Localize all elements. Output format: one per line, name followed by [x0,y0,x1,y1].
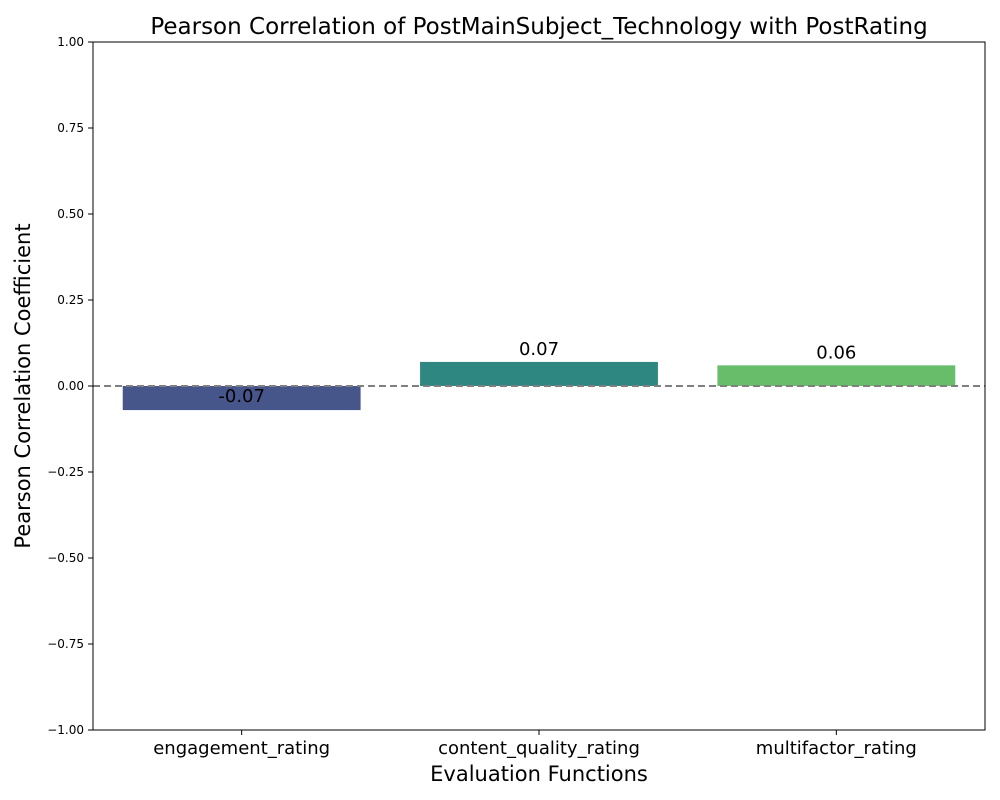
plot-area: −1.00 −0.75 −0.50 −0.25 0.00 0.25 0.50 0.75 1.00… [47,35,986,759]
x-tick-label: multifactor_rating [756,738,917,759]
y-axis-title: Pearson Correlation Coefficient [11,223,35,548]
y-tick-label: −0.25 [47,465,84,479]
y-tick-label: 0.25 [57,293,84,307]
data-label: 0.07 [519,339,559,360]
data-label: -0.07 [218,386,265,407]
y-tick-label: −0.50 [47,551,84,565]
y-tick-label: −1.00 [47,723,84,737]
x-axis-title: Evaluation Functions [430,762,648,786]
bar-multifactor-rating [717,365,956,386]
y-tick-label: 0.00 [57,379,84,393]
y-tick-label: 0.75 [57,121,84,135]
chart-title: Pearson Correlation of PostMainSubject_T… [150,14,927,40]
y-tick-label: −0.75 [47,637,84,651]
bar-content-quality-rating [420,361,658,386]
y-tick-label: 1.00 [57,35,84,49]
y-tick-label: 0.50 [57,207,84,221]
bar-engagement-rating [122,386,361,411]
x-tick-label: engagement_rating [153,738,330,759]
data-label: 0.06 [816,342,856,363]
x-tick-label: content_quality_rating [438,738,640,759]
axes-frame [92,41,986,731]
